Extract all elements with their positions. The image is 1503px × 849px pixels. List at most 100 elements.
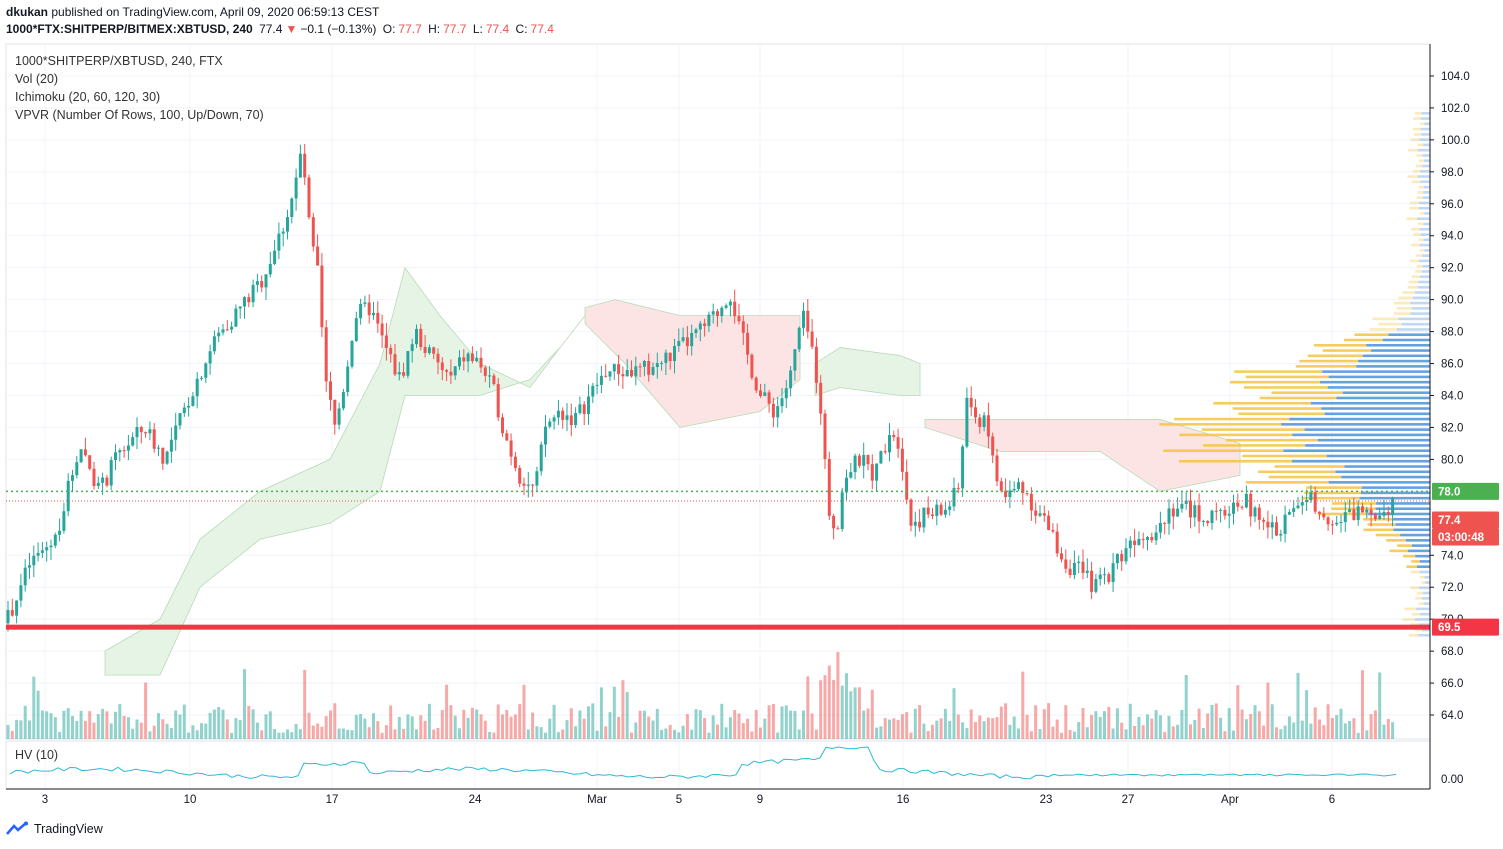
vpvr-bar-down [1415,597,1422,600]
volume-bar [875,727,879,739]
volume-bar [926,731,930,739]
candle-body [212,336,216,352]
vpvr-bar-down [1411,560,1420,563]
candle-body [354,318,358,341]
candle-body [1386,512,1390,515]
vpvr-bar-down [1419,212,1425,215]
candle-body [1094,579,1098,592]
candle-body [333,399,337,425]
candle-body [449,371,453,376]
price-tick-label: 88.0 [1441,327,1463,339]
volume-bar [1158,715,1162,739]
candle-body [569,415,573,426]
candle-body [1197,505,1201,522]
volume-bar [298,729,302,739]
candle-body [268,263,272,275]
vpvr-bar-up [1423,185,1430,189]
candle-body [810,331,814,347]
volume-bar [535,726,539,739]
volume-bar [948,721,952,739]
candle-body [870,464,874,481]
candle-body [264,274,268,288]
volume-bar [174,710,178,739]
hv-legend[interactable]: HV (10) [15,748,59,762]
volume-bar [1210,704,1214,739]
price-tick-label: 98.0 [1441,167,1463,179]
volume-bar [587,706,590,739]
candle-body [1240,506,1244,508]
candle-body [204,363,208,378]
hv-line [9,746,1397,780]
legend-volume[interactable]: Vol (20) [15,72,59,86]
candle-body [1163,522,1167,524]
vpvr-bar-down [1304,491,1361,495]
volume-bar [900,714,904,739]
volume-bar [475,709,479,739]
candle-body [913,521,917,526]
support-level-line [6,624,1430,630]
vpvr-bar-down [1410,138,1420,141]
volume-bar [1343,723,1347,739]
candle-body [574,413,578,426]
legend-ichimoku[interactable]: Ichimoku (20, 60, 120, 30) [15,90,161,104]
legend-vpvr[interactable]: VPVR (Number Of Rows, 100, Up/Down, 70) [15,108,264,122]
candle-body [857,455,861,466]
vpvr-bar-down [1408,280,1419,284]
volume-bar [329,710,332,739]
footer-brand[interactable]: TradingView [6,821,103,837]
candle-body [935,504,939,516]
volume-bar [221,709,225,739]
volume-bar [1115,708,1119,739]
vpvr-bar-down [1420,575,1425,579]
vpvr-bar-down [1409,206,1419,210]
candlesticks [6,144,1395,632]
volume-bar [651,720,655,739]
time-tick-label: 23 [1040,794,1053,806]
vpvr-bar-up [1419,138,1430,141]
vpvr-bar-up [1393,517,1430,521]
volume-bar [402,728,406,739]
author-name[interactable]: dkukan [6,5,49,19]
candle-body [814,346,818,383]
vpvr-bar-up [1291,459,1430,463]
volume-bar [217,707,221,739]
candle-body [36,552,40,556]
candle-body [1382,512,1386,516]
vpvr-bar-down [1354,333,1389,337]
candle-body [974,407,977,418]
volume-bar [1201,728,1205,739]
candle-body [1236,502,1240,507]
vpvr-bar-down [1419,122,1425,126]
volume-bar [359,714,363,739]
volume-bar [88,711,92,739]
vpvr-bar-down [1407,175,1418,178]
vpvr-bar-up [1319,380,1430,384]
vpvr-bar-up [1327,386,1430,389]
vpvr-bar-down [1238,412,1325,416]
candle-body [475,357,479,362]
vpvr-bar-down [1179,459,1292,463]
candle-body [922,507,926,528]
candle-body [1008,490,1012,498]
legend-main-series[interactable]: 1000*SHITPERP/XBTUSD, 240, FTX [15,54,223,68]
volume-bar [931,724,934,739]
vpvr-bar-down [1396,307,1412,310]
high-value: 77.7 [443,22,467,36]
volume-bar [720,703,724,739]
candle-body [582,404,586,414]
candle-body [191,396,195,406]
volume-bar [655,708,659,739]
candle-body [281,231,285,234]
volume-bar [1098,717,1102,739]
volume-bar [1017,728,1020,739]
volume-bar [118,704,122,739]
candle-body [329,381,332,400]
candle-body [840,492,844,529]
volume-bar [303,669,307,739]
volume-bar [1361,670,1364,739]
candle-body [548,421,552,427]
volume-bar [204,723,208,739]
volume-bar [427,703,431,739]
vpvr-bar-down [1394,312,1411,315]
